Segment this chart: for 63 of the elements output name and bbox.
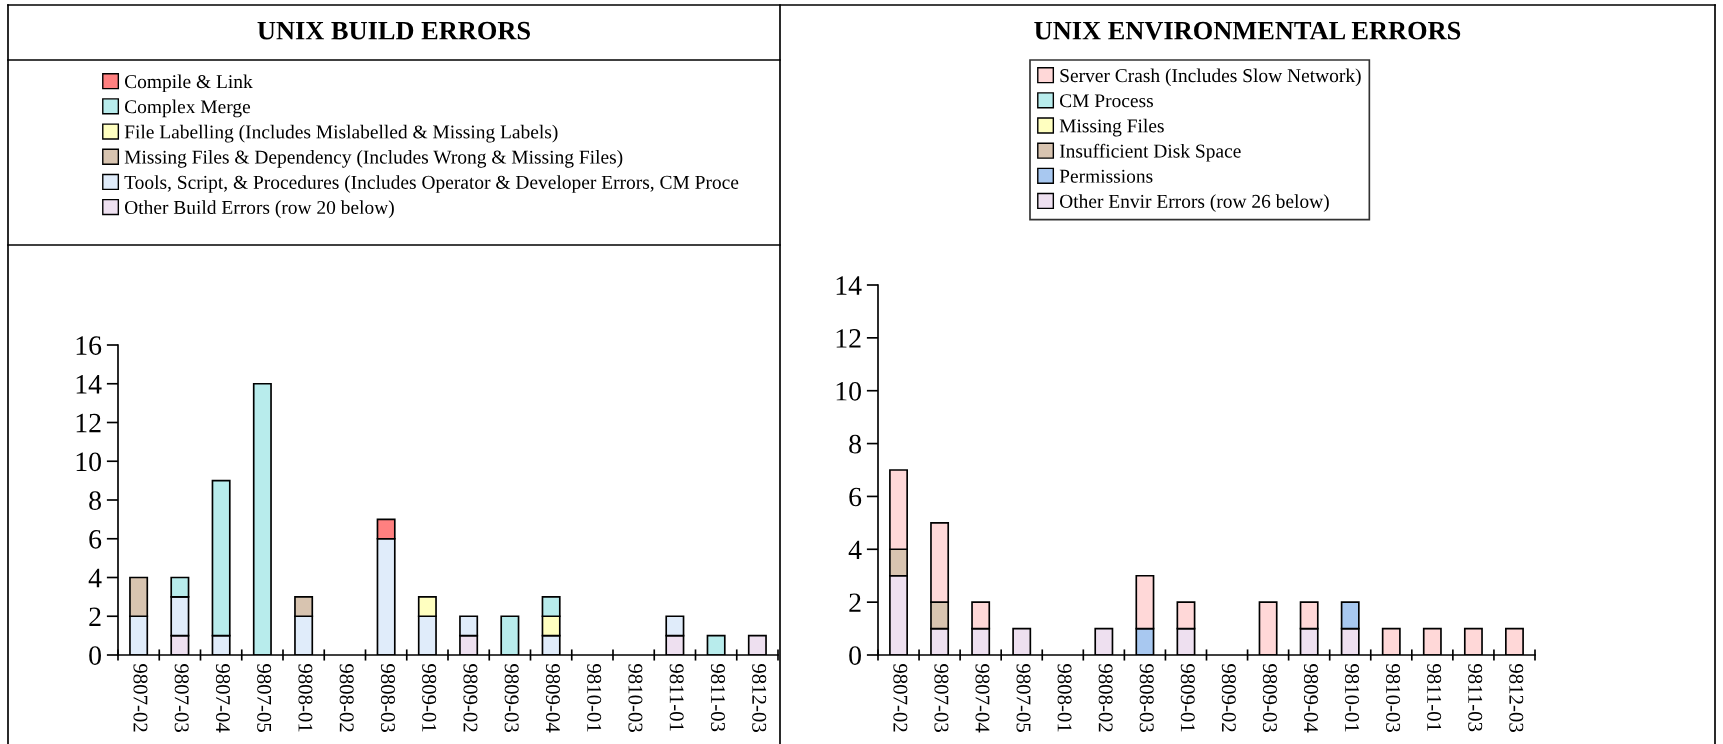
x-tick-label: 9808-03: [380, 664, 395, 732]
x-tick-label: 9811-03: [710, 664, 725, 732]
x-tick-label: 9807-05: [257, 664, 272, 732]
x-tick-label: 9809-03: [504, 664, 519, 732]
y-tick-label: 10: [836, 381, 861, 401]
x-tick-label: 9809-04: [1303, 664, 1318, 733]
x-tick-label: 9812-03: [1509, 664, 1524, 732]
x-tick-label: 9808-03: [1139, 664, 1154, 732]
y-tick-label: 14: [836, 276, 862, 295]
legend-label: Other Build Errors (row 20 below): [124, 200, 394, 218]
x-tick-label: 9811-01: [669, 664, 684, 731]
y-tick-label: 12: [76, 413, 101, 433]
x-tick-label: 9809-02: [463, 664, 478, 732]
x-tick-label: 9808-01: [1057, 664, 1072, 732]
x-tick-label: 9807-04: [215, 664, 230, 733]
chart-title: UNIX ENVIRONMENTAL ERRORS: [1034, 21, 1461, 40]
x-tick-label: 9807-04: [975, 664, 990, 733]
legend-label: CM Process: [1059, 94, 1153, 108]
y-tick-label: 6: [89, 529, 102, 549]
legend-label: Complex Merge: [124, 99, 251, 118]
x-tick-label: 9811-03: [1468, 664, 1483, 732]
x-tick-label: 9809-01: [422, 664, 437, 732]
y-tick-label: 16: [76, 336, 102, 355]
y-tick-label: 4: [848, 540, 862, 559]
legend-label: Other Envir Errors (row 26 below): [1059, 194, 1329, 212]
x-tick-label: 9812-03: [752, 664, 767, 732]
legend-label: Compile & Link: [124, 74, 253, 93]
y-tick-label: 10: [76, 452, 101, 472]
x-tick-label: 9807-03: [174, 664, 189, 732]
x-tick-label: 9807-05: [1016, 664, 1031, 732]
legend-label: Server Crash (Includes Slow Network): [1060, 68, 1361, 87]
legend-label: Missing Files & Dependency (Includes Wrong & Missing Files): [124, 150, 623, 168]
x-tick-label: 9809-02: [1221, 664, 1236, 732]
x-tick-label: 9808-01: [298, 664, 313, 732]
y-tick-label: 8: [89, 491, 101, 510]
x-tick-label: 9809-04: [545, 664, 560, 733]
legend-label: Insufficient Disk Space: [1059, 143, 1241, 162]
x-tick-label: 9807-03: [934, 664, 949, 732]
legend-label: Tools, Script, & Procedures (Includes Operator & Developer Errors, CM Proce: [124, 175, 739, 193]
y-tick-label: 0: [89, 646, 101, 665]
chart-title: UNIX BUILD ERRORS: [257, 21, 530, 40]
x-tick-label: 9810-01: [587, 664, 602, 732]
y-tick-label: 2: [89, 607, 101, 626]
y-tick-label: 4: [88, 568, 102, 588]
x-tick-label: 9808-02: [1098, 664, 1113, 732]
y-tick-label: 2: [849, 593, 861, 612]
y-tick-label: 14: [76, 375, 102, 394]
x-tick-label: 9810-03: [1386, 664, 1401, 732]
x-tick-label: 9809-03: [1262, 664, 1277, 732]
legend-label: Permissions: [1059, 169, 1153, 183]
y-tick-label: 12: [836, 329, 861, 348]
y-tick-label: 0: [849, 646, 861, 665]
legend-label: Missing Files: [1059, 118, 1164, 137]
x-tick-label: 9807-02: [893, 664, 908, 732]
x-tick-label: 9809-01: [1180, 664, 1195, 732]
y-tick-label: 8: [849, 434, 861, 454]
x-tick-label: 9810-01: [1345, 664, 1360, 732]
legend-label: File Labelling (Includes Mislabelled & Missing Labels): [124, 124, 558, 143]
x-tick-label: 9811-01: [1427, 664, 1442, 731]
y-tick-label: 6: [849, 487, 862, 507]
x-tick-label: 9810-03: [628, 664, 643, 732]
x-tick-label: 9808-02: [339, 664, 354, 732]
x-tick-label: 9807-02: [133, 664, 148, 732]
